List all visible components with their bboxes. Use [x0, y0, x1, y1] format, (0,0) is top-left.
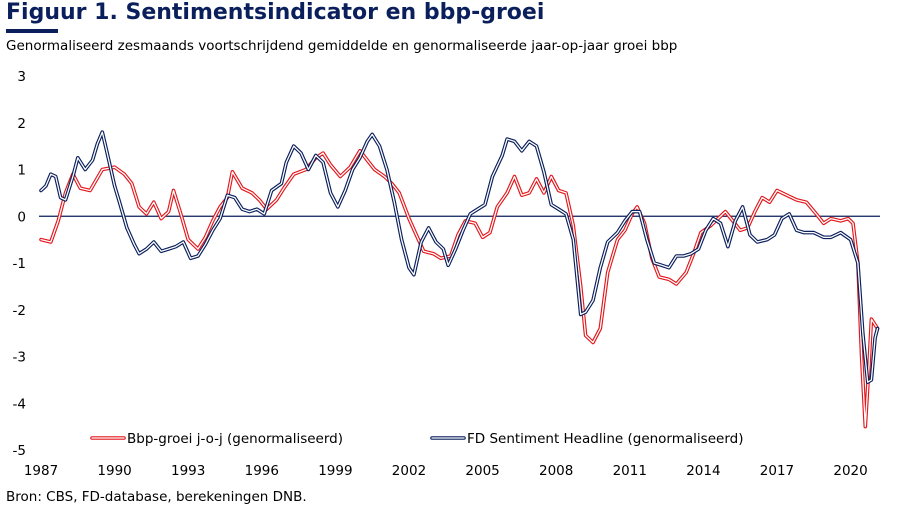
x-tick-label: 1999 — [318, 463, 352, 479]
x-tick-label: 2002 — [392, 463, 426, 479]
series-line-inner-sentiment — [40, 131, 879, 383]
y-tick-label: 0 — [17, 209, 26, 225]
x-tick-label: 2020 — [833, 463, 867, 479]
x-tick-label: 1990 — [97, 463, 131, 479]
x-tick-label: 1996 — [245, 463, 279, 479]
source-note: Bron: CBS, FD-database, berekeningen DNB… — [6, 489, 307, 505]
y-tick-label: -1 — [13, 256, 26, 272]
x-tick-label: 2011 — [613, 463, 647, 479]
y-tick-label: 3 — [17, 69, 26, 85]
x-tick-label: 2017 — [760, 463, 794, 479]
legend-item-gdp: Bbp-groei j-o-j (genormaliseerd) — [90, 431, 343, 447]
series-line-gdp — [39, 149, 880, 429]
x-tick-label: 2008 — [539, 463, 573, 479]
y-tick-label: 1 — [17, 163, 26, 179]
legend-label-gdp: Bbp-groei j-o-j (genormaliseerd) — [127, 431, 343, 447]
x-tick-label: 2014 — [686, 463, 720, 479]
legend-item-sentiment: FD Sentiment Headline (genormaliseerd) — [430, 431, 743, 447]
series-layer — [39, 130, 880, 429]
legend-label-sentiment: FD Sentiment Headline (genormaliseerd) — [467, 431, 743, 447]
y-tick-label: -2 — [13, 303, 26, 319]
legend: Bbp-groei j-o-j (genormaliseerd) FD Sent… — [90, 431, 743, 447]
y-tick-label: -4 — [13, 396, 26, 412]
series-line-inner-gdp — [40, 150, 879, 428]
y-axis-tick-labels: 3 2 1 0 -1 -2 -3 -4 -5 — [13, 69, 26, 459]
x-tick-label: 1993 — [171, 463, 205, 479]
y-tick-label: -5 — [13, 443, 26, 459]
x-tick-label: 2005 — [465, 463, 499, 479]
y-tick-label: -3 — [13, 350, 26, 366]
chart-subtitle: Genormaliseerd zesmaands voortschrijdend… — [6, 38, 678, 54]
x-tick-label: 1987 — [24, 463, 58, 479]
x-axis-tick-labels: 1987 1990 1993 1996 1999 2002 2005 2008 2011 2014… — [24, 463, 868, 479]
chart-title: Figuur 1. Sentimentsindicator en bbp-gro… — [6, 0, 545, 25]
title-underline — [6, 29, 58, 33]
series-line-sentiment — [39, 130, 880, 384]
y-tick-label: 2 — [17, 116, 26, 132]
